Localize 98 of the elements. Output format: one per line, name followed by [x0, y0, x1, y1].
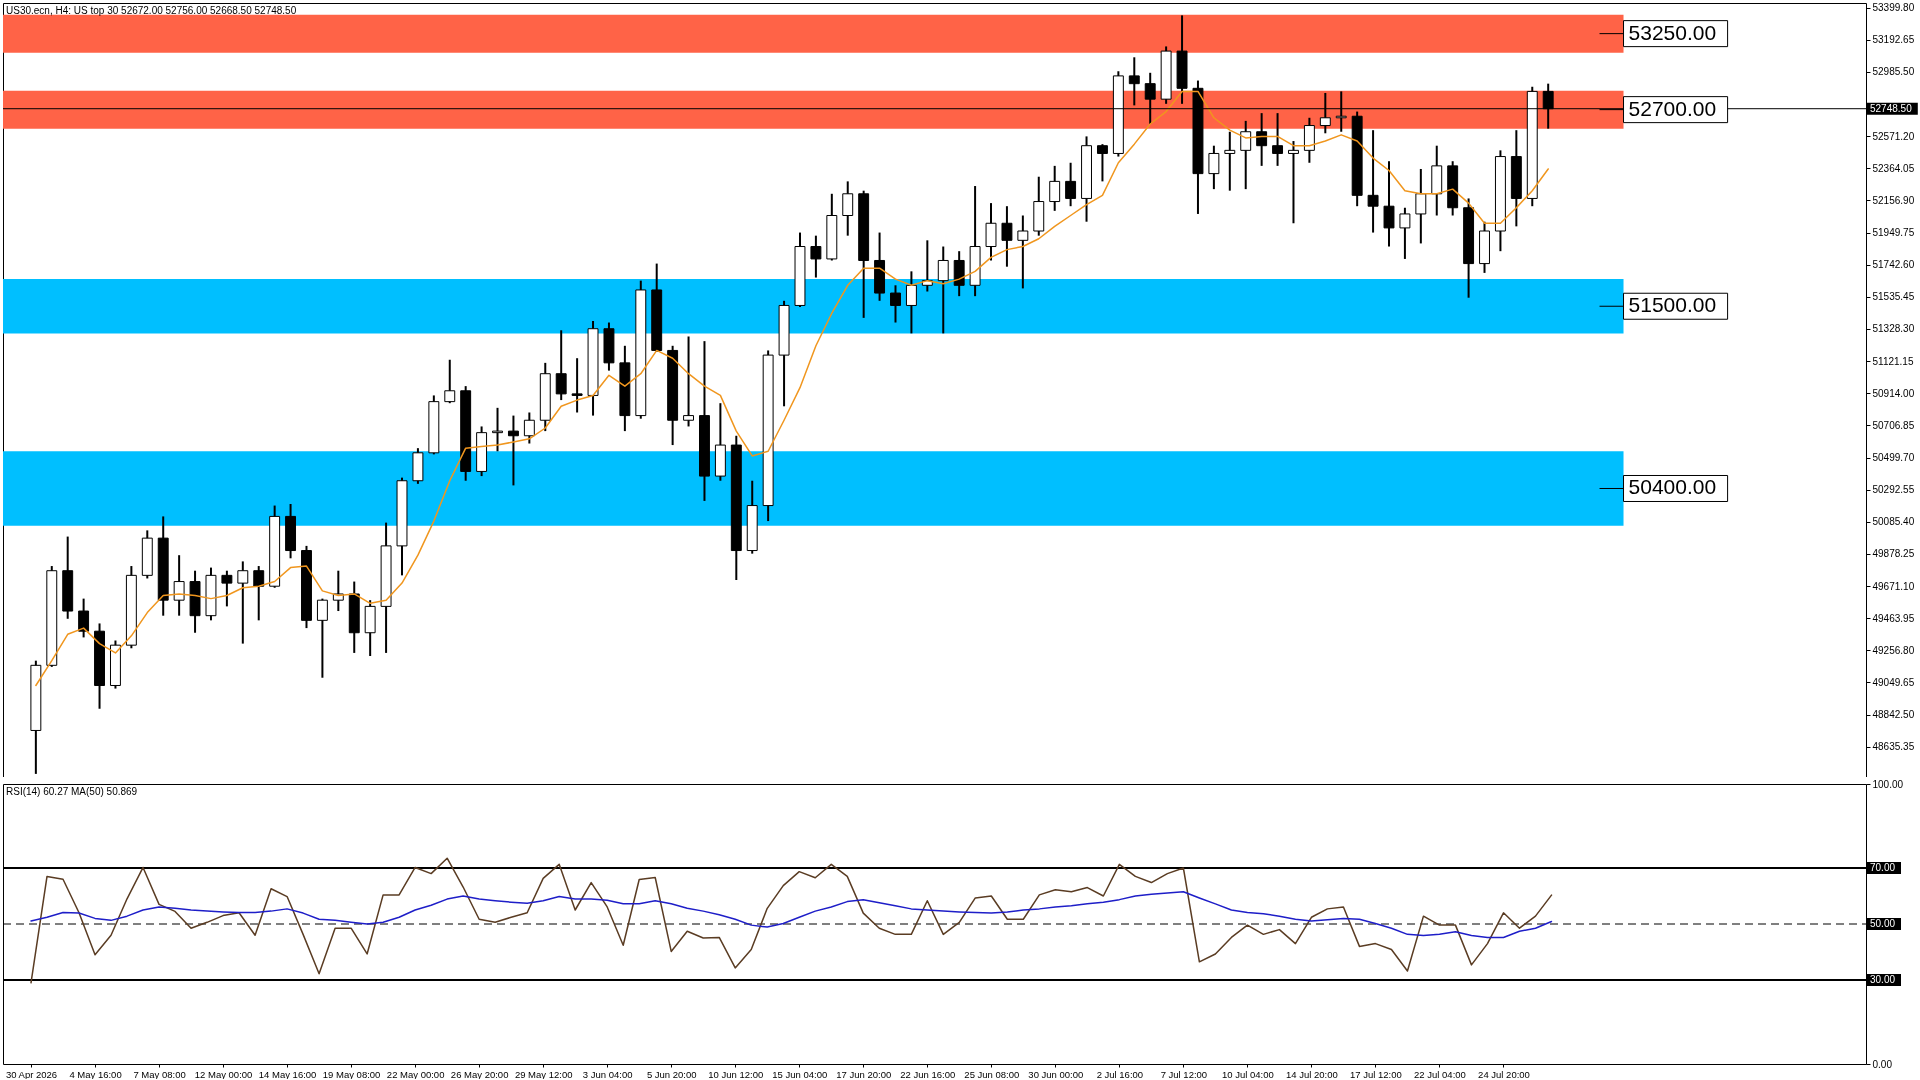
y-tick-label: 50085.40 [1872, 516, 1915, 528]
y-tick-label: 53192.65 [1872, 34, 1915, 46]
candlestick [1096, 143, 1108, 183]
x-tick-label: 17 Jun 20:00 [836, 1068, 892, 1080]
candlestick [985, 202, 997, 262]
ref-line-label: 50.00 [1870, 918, 1896, 929]
candlestick [1049, 164, 1061, 212]
candlestick [173, 554, 185, 617]
candlestick [1065, 161, 1077, 208]
line-series [35, 90, 1549, 687]
band-label: 50400.00 [1628, 475, 1717, 499]
x-tick-label: 4 May 16:00 [69, 1068, 122, 1080]
x-tick-label: 10 Jun 12:00 [708, 1068, 764, 1080]
band-label: 51500.00 [1628, 293, 1717, 317]
candlestick [1224, 130, 1236, 192]
line-series [30, 857, 1553, 984]
x-tick-label: 10 Jul 04:00 [1222, 1068, 1274, 1080]
x-tick-label: 3 Jun 04:00 [582, 1068, 633, 1080]
x-tick-label: 22 May 00:00 [386, 1068, 445, 1080]
x-tick-label: 7 Jul 12:00 [1160, 1068, 1208, 1080]
y-tick-label: 49463.95 [1872, 612, 1915, 624]
y-tick-label: 100.00 [1872, 778, 1904, 790]
y-tick-label: 52985.50 [1872, 66, 1915, 78]
candlestick [683, 335, 695, 428]
candlestick [332, 569, 344, 613]
x-tick-label: 14 May 16:00 [258, 1068, 317, 1080]
candlestick [1128, 56, 1140, 107]
candlestick [492, 406, 503, 453]
chart-title: US30.ecn, H4: US top 30 52672.00 52756.00 52668.50 52748.50 [6, 5, 297, 16]
candlestick [555, 329, 567, 402]
candlestick [1383, 160, 1395, 248]
candlestick [1272, 112, 1284, 167]
candlestick [1001, 205, 1013, 268]
chart-title: RSI(14) 60.27 MA(50) 50.869 [6, 786, 138, 797]
y-tick-label: 51121.15 [1872, 355, 1914, 367]
y-tick-label: 51535.45 [1872, 291, 1915, 303]
candlestick [1288, 140, 1299, 225]
x-tick-label: 15 Jun 04:00 [772, 1068, 828, 1080]
candlestick [842, 180, 854, 237]
y-tick-label: 52571.20 [1872, 130, 1915, 142]
x-tick-label: 29 May 12:00 [514, 1068, 573, 1080]
x-tick-label: 24 Jul 20:00 [1478, 1068, 1530, 1080]
line-series [30, 891, 1553, 939]
x-tick-label: 19 May 08:00 [322, 1068, 381, 1080]
candlestick [1256, 112, 1268, 167]
candlestick [1208, 144, 1220, 191]
x-tick-label: 2 Jul 16:00 [1096, 1068, 1144, 1080]
x-tick-label: 17 Jul 12:00 [1350, 1068, 1402, 1080]
ref-line-label: 30.00 [1870, 974, 1896, 985]
band-label: 52700.00 [1628, 96, 1717, 120]
x-tick-label: 5 Jun 20:00 [646, 1068, 697, 1080]
y-tick-label: 49878.25 [1872, 548, 1915, 560]
candlestick [937, 245, 949, 335]
candlestick [444, 358, 456, 405]
y-tick-label: 0.00 [1872, 1058, 1893, 1070]
ref-line-label: 70.00 [1870, 862, 1896, 873]
y-tick-label: 48635.35 [1872, 741, 1915, 753]
candlestick [1399, 206, 1411, 260]
x-tick-label: 26 May 20:00 [450, 1068, 509, 1080]
y-tick-label: 52364.05 [1872, 162, 1915, 174]
candlestick [1367, 129, 1379, 234]
candlestick [1415, 167, 1427, 245]
candlestick [221, 569, 233, 608]
candlestick [810, 234, 822, 279]
candlestick [316, 597, 328, 679]
ref-line-label: 52748.50 [1870, 102, 1913, 114]
x-tick-label: 25 Jun 08:00 [964, 1068, 1020, 1080]
y-tick-label: 50292.55 [1872, 484, 1915, 496]
candlestick [571, 357, 583, 414]
y-tick-label: 51328.30 [1872, 323, 1915, 335]
candlestick [523, 411, 535, 445]
candlestick [507, 414, 519, 487]
candlestick [253, 565, 265, 622]
x-tick-label: 22 Jun 16:00 [900, 1068, 956, 1080]
y-tick-label: 53399.80 [1872, 2, 1915, 14]
y-tick-label: 50706.85 [1872, 419, 1915, 431]
x-tick-label: 7 May 08:00 [133, 1068, 186, 1080]
y-tick-label: 52156.90 [1872, 194, 1915, 206]
y-tick-label: 48842.50 [1872, 709, 1915, 721]
x-tick-label: 12 May 00:00 [194, 1068, 253, 1080]
y-tick-label: 51949.75 [1872, 227, 1915, 239]
candlestick [78, 597, 90, 639]
y-tick-label: 50914.00 [1872, 387, 1915, 399]
y-tick-label: 49256.80 [1872, 644, 1915, 656]
candlestick [1240, 119, 1252, 191]
y-tick-label: 49049.65 [1872, 676, 1915, 688]
candlestick [1017, 214, 1029, 290]
y-tick-label: 50499.70 [1872, 452, 1915, 464]
x-tick-label: 30 Apr 2026 [5, 1068, 58, 1080]
y-tick-label: 49671.10 [1872, 580, 1915, 592]
y-tick-label: 51742.60 [1872, 259, 1915, 271]
x-tick-label: 14 Jul 20:00 [1286, 1068, 1338, 1080]
candlestick [905, 270, 917, 335]
candlestick [237, 560, 249, 645]
band-label: 53250.00 [1628, 20, 1717, 44]
candlestick [890, 284, 901, 324]
x-tick-label: 30 Jun 00:00 [1028, 1068, 1084, 1080]
x-tick-label: 22 Jul 04:00 [1414, 1068, 1466, 1080]
